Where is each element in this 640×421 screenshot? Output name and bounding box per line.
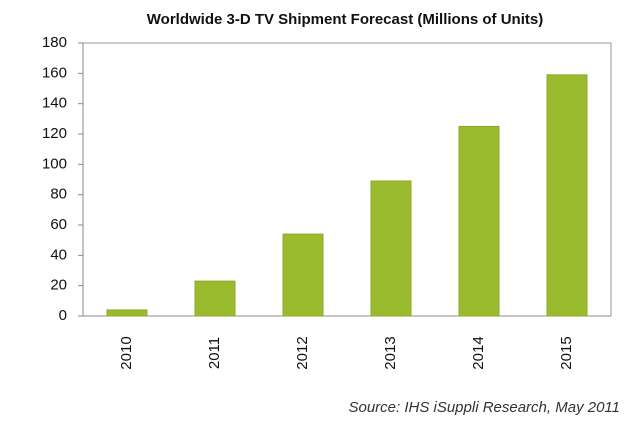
x-tick-label: 2013 bbox=[382, 336, 399, 369]
y-tick-label: 120 bbox=[42, 125, 67, 142]
plot-frame bbox=[82, 42, 612, 317]
bar bbox=[370, 180, 412, 317]
bar bbox=[458, 125, 500, 317]
y-tick-label: 20 bbox=[50, 277, 67, 294]
y-tick-label: 0 bbox=[59, 307, 67, 324]
chart-title: Worldwide 3-D TV Shipment Forecast (Mill… bbox=[147, 11, 543, 28]
bar bbox=[194, 280, 236, 317]
bar bbox=[282, 233, 324, 317]
y-tick-label: 80 bbox=[50, 186, 67, 203]
x-tick-label: 2011 bbox=[206, 337, 223, 369]
x-tick-label: 2014 bbox=[470, 336, 487, 369]
y-tick-label: 40 bbox=[50, 246, 67, 263]
x-tick-label: 2012 bbox=[294, 336, 311, 369]
bar bbox=[546, 74, 588, 317]
y-tick-label: 100 bbox=[42, 155, 67, 172]
x-tick-label: 2015 bbox=[558, 336, 575, 369]
y-tick-label: 140 bbox=[42, 95, 67, 112]
y-tick-label: 160 bbox=[42, 64, 67, 81]
y-tick-label: 180 bbox=[42, 34, 67, 51]
y-tick-label: 60 bbox=[50, 216, 67, 233]
source-note: Source: IHS iSuppli Research, May 2011 bbox=[348, 399, 620, 416]
bar bbox=[106, 309, 148, 317]
x-tick-label: 2010 bbox=[118, 336, 135, 369]
